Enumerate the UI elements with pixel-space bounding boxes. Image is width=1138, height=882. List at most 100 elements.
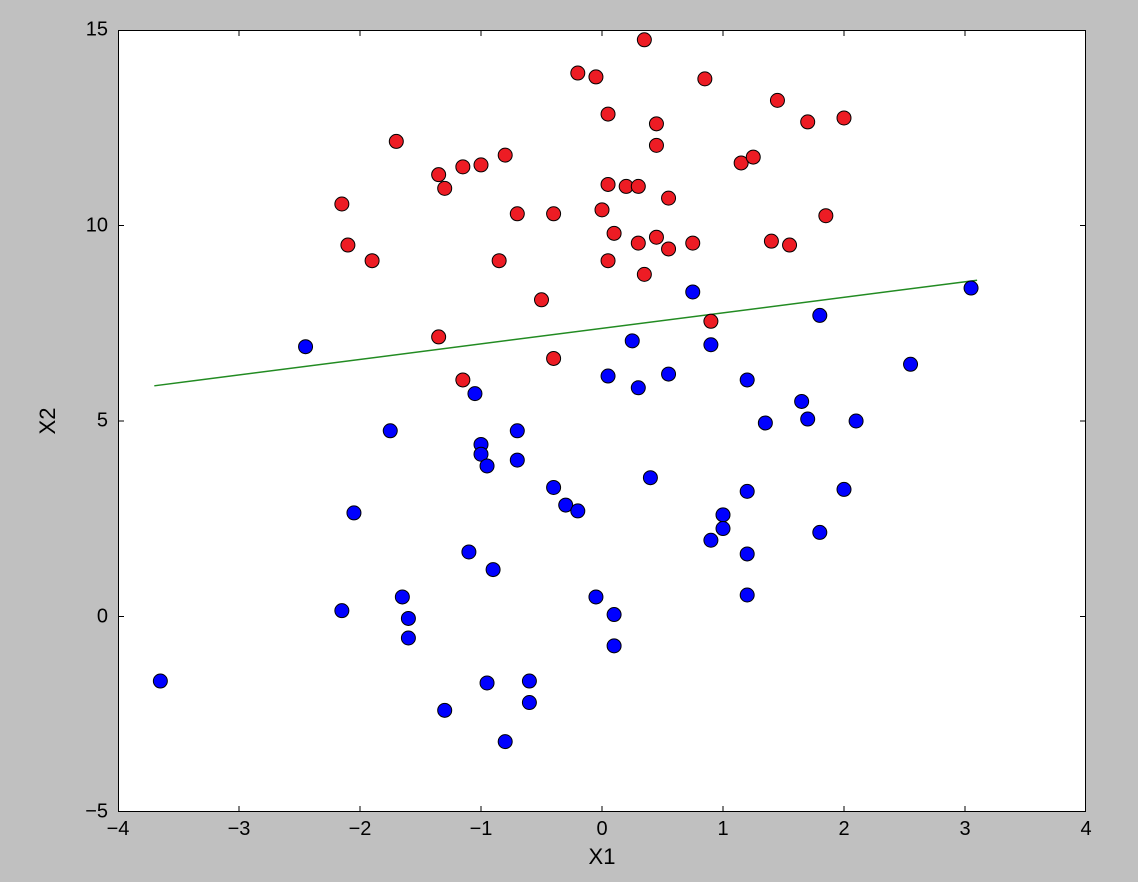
data-point	[746, 150, 760, 164]
data-point	[341, 238, 355, 252]
data-point	[837, 482, 851, 496]
data-point	[704, 533, 718, 547]
data-point	[662, 367, 676, 381]
x-tick-label: 2	[838, 818, 849, 841]
x-axis-label: X1	[589, 844, 616, 870]
x-tick-label: 0	[596, 818, 607, 841]
data-point	[631, 381, 645, 395]
data-point	[783, 238, 797, 252]
data-point	[649, 138, 663, 152]
data-point	[625, 334, 639, 348]
data-point	[607, 226, 621, 240]
data-point	[704, 338, 718, 352]
x-tick-label: 1	[717, 818, 728, 841]
data-point	[607, 639, 621, 653]
data-point	[486, 563, 500, 577]
data-point	[740, 484, 754, 498]
data-point	[601, 177, 615, 191]
scatter-plot	[118, 30, 1086, 812]
data-point	[547, 351, 561, 365]
data-point	[401, 631, 415, 645]
x-tick-label: 3	[959, 818, 970, 841]
data-point	[801, 115, 815, 129]
data-point	[438, 703, 452, 717]
data-point	[571, 504, 585, 518]
data-point	[468, 387, 482, 401]
x-tick-label: −1	[470, 818, 493, 841]
data-point	[401, 611, 415, 625]
data-point	[904, 357, 918, 371]
data-point	[764, 234, 778, 248]
data-point	[492, 254, 506, 268]
data-point	[498, 735, 512, 749]
y-tick-label: 5	[97, 410, 108, 433]
data-point	[299, 340, 313, 354]
data-point	[498, 148, 512, 162]
data-point	[601, 369, 615, 383]
data-point	[686, 285, 700, 299]
data-point	[571, 66, 585, 80]
data-point	[389, 134, 403, 148]
data-point	[716, 522, 730, 536]
data-point	[837, 111, 851, 125]
data-point	[335, 604, 349, 618]
data-point	[662, 242, 676, 256]
data-point	[819, 209, 833, 223]
x-tick-label: −3	[228, 818, 251, 841]
data-point	[716, 508, 730, 522]
y-tick-label: 0	[97, 605, 108, 628]
data-point	[631, 179, 645, 193]
y-tick-label: 15	[86, 19, 108, 42]
x-tick-label: 4	[1080, 818, 1091, 841]
data-point	[365, 254, 379, 268]
y-tick-label: 10	[86, 214, 108, 237]
data-point	[649, 117, 663, 131]
data-point	[438, 181, 452, 195]
data-point	[383, 424, 397, 438]
data-point	[510, 453, 524, 467]
data-point	[589, 70, 603, 84]
data-point	[456, 373, 470, 387]
data-point	[535, 293, 549, 307]
data-point	[432, 168, 446, 182]
data-point	[522, 674, 536, 688]
data-point	[813, 308, 827, 322]
y-axis-label: X2	[35, 408, 61, 435]
data-point	[510, 424, 524, 438]
data-point	[589, 590, 603, 604]
x-tick-label: −4	[107, 818, 130, 841]
data-point	[601, 254, 615, 268]
data-point	[522, 696, 536, 710]
data-point	[758, 416, 772, 430]
data-point	[964, 281, 978, 295]
data-point	[704, 314, 718, 328]
data-point	[547, 207, 561, 221]
figure-canvas: −4 −3 −2 −1 0 1 2 3 4 −5 0 5 10 15 X1 X2	[0, 0, 1138, 882]
x-tick-label: −2	[349, 818, 372, 841]
plot-area	[118, 30, 1086, 812]
data-point	[480, 459, 494, 473]
data-point	[813, 525, 827, 539]
data-point	[607, 608, 621, 622]
data-point	[637, 33, 651, 47]
data-point	[395, 590, 409, 604]
data-point	[686, 236, 700, 250]
data-point	[795, 394, 809, 408]
data-point	[474, 158, 488, 172]
data-point	[740, 373, 754, 387]
data-point	[662, 191, 676, 205]
data-point	[770, 93, 784, 107]
data-point	[601, 107, 615, 121]
data-point	[547, 480, 561, 494]
data-point	[510, 207, 524, 221]
data-point	[849, 414, 863, 428]
y-tick-label: −5	[85, 801, 108, 824]
data-point	[643, 471, 657, 485]
data-point	[740, 547, 754, 561]
data-point	[595, 203, 609, 217]
data-point	[456, 160, 470, 174]
data-point	[649, 230, 663, 244]
data-point	[153, 674, 167, 688]
data-point	[480, 676, 494, 690]
data-point	[432, 330, 446, 344]
